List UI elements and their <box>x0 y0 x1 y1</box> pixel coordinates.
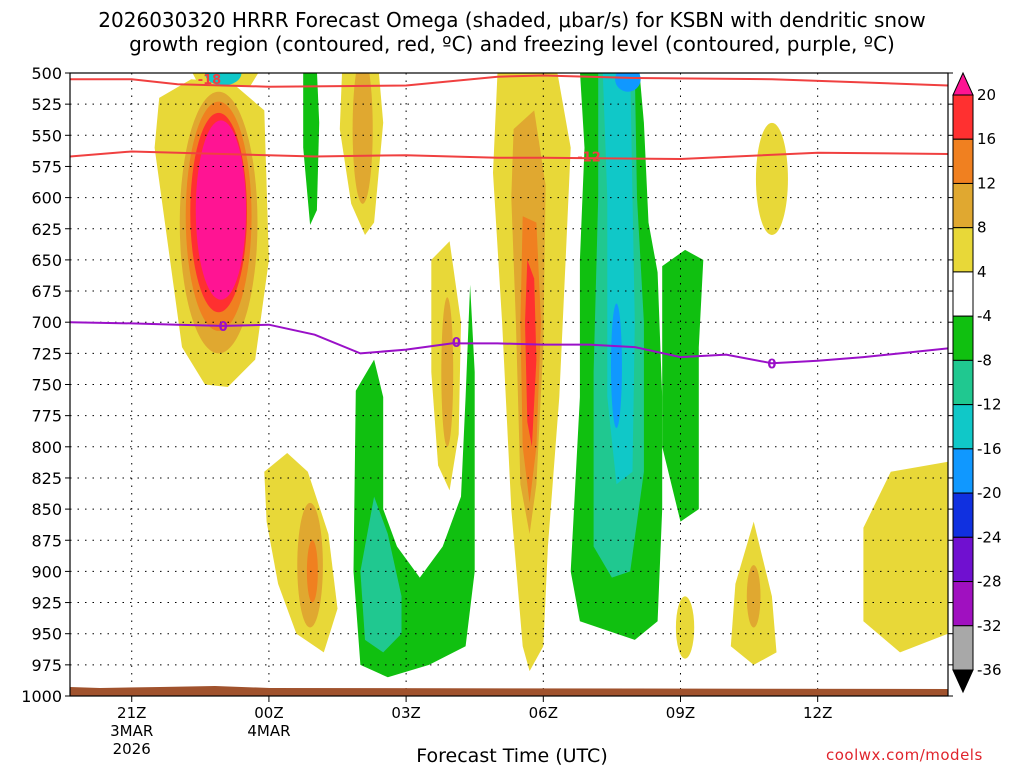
terrain-strip <box>70 686 948 696</box>
colorbar: 20 16 12 8 4 -4 -8 -12 -16 -20 -24 -28 -32 -36 <box>952 71 1002 694</box>
y-tick-label: 625 <box>31 220 62 239</box>
omega-blob <box>306 540 318 603</box>
colorbar-label: -28 <box>977 573 1002 591</box>
y-tick-label: 925 <box>31 594 62 613</box>
contour-lines: -18 -12 0 0 0 <box>70 73 948 372</box>
x-tick-label: 06Z <box>529 704 558 722</box>
x-tick-sublabel: 2026 <box>113 740 151 758</box>
contour-line <box>70 150 948 161</box>
omega-blob <box>441 297 454 447</box>
colorbar-swatch <box>952 271 974 317</box>
y-axis: 500 525 550 575 600 625 650 675 700 725 750 775 800 8… <box>21 64 953 706</box>
y-tick-label: 1000 <box>21 687 62 706</box>
y-tick-label: 775 <box>31 407 62 426</box>
y-tick-label: 800 <box>31 438 62 457</box>
colorbar-swatch <box>952 625 974 671</box>
colorbar-arrow-bottom <box>952 669 974 694</box>
colorbar-label: -24 <box>977 528 1002 546</box>
colorbar-label: 12 <box>977 174 996 192</box>
y-tick-label: 850 <box>31 500 62 519</box>
omega-blob <box>863 461 948 653</box>
contour-label: -18 <box>198 73 222 88</box>
y-tick-label: 750 <box>31 376 62 395</box>
y-tick-label: 650 <box>31 251 62 270</box>
contour-label: 0 <box>767 357 776 372</box>
x-tick-label: 21Z <box>117 704 146 722</box>
omega-blob <box>602 73 635 485</box>
colorbar-label: -12 <box>977 396 1002 414</box>
omega-blob <box>746 565 761 628</box>
colorbar-swatch <box>952 536 974 583</box>
contour-line <box>70 74 948 88</box>
omega-blob <box>195 120 247 300</box>
x-tick-label: 00Z <box>254 704 283 722</box>
y-tick-label: 975 <box>31 656 62 675</box>
contour-label: 0 <box>219 320 228 335</box>
colorbar-swatch <box>952 359 974 406</box>
y-tick-label: 725 <box>31 344 62 363</box>
y-tick-label: 700 <box>31 313 62 332</box>
colorbar-label: -36 <box>977 661 1002 679</box>
chart-title-line2: growth region (contoured, red, ºC) and f… <box>129 32 895 56</box>
contour-label: -12 <box>577 150 601 165</box>
omega-shading <box>154 73 948 678</box>
omega-blob <box>675 596 695 659</box>
y-tick-label: 875 <box>31 531 62 550</box>
colorbar-swatch <box>952 581 974 627</box>
colorbar-label: -20 <box>977 484 1002 502</box>
colorbar-swatch <box>952 138 974 184</box>
colorbar-label: 8 <box>977 219 987 237</box>
colorbar-label: 4 <box>977 263 987 281</box>
contour-label: 0 <box>452 336 461 351</box>
colorbar-label: -4 <box>977 307 992 325</box>
y-tick-label: 575 <box>31 157 62 176</box>
y-tick-label: 950 <box>31 625 62 644</box>
y-tick-label: 675 <box>31 282 62 301</box>
x-tick-sublabel: 4MAR <box>247 722 290 740</box>
colorbar-label: -8 <box>977 351 992 369</box>
omega-blob <box>303 73 320 225</box>
x-axis-title: Forecast Time (UTC) <box>416 745 608 767</box>
contour-line <box>70 321 948 365</box>
colorbar-swatch <box>952 182 974 229</box>
y-tick-label: 600 <box>31 189 62 208</box>
y-tick-label: 550 <box>31 126 62 145</box>
chart-title-line1: 2026030320 HRRR Forecast Omega (shaded, … <box>98 8 926 32</box>
y-tick-label: 825 <box>31 469 62 488</box>
colorbar-swatch <box>952 492 974 538</box>
x-tick-label: 03Z <box>391 704 420 722</box>
colorbar-label: -32 <box>977 617 1002 635</box>
colorbar-label: -16 <box>977 440 1002 458</box>
colorbar-swatch <box>952 315 974 361</box>
x-tick-sublabel: 3MAR <box>110 722 153 740</box>
colorbar-swatch <box>952 404 974 450</box>
colorbar-label: 20 <box>977 86 996 104</box>
y-tick-label: 500 <box>31 64 62 83</box>
omega-blob <box>615 73 641 92</box>
y-tick-label: 525 <box>31 95 62 114</box>
omega-blob <box>204 73 242 86</box>
omega-blob <box>755 122 788 235</box>
omega-blob <box>610 303 622 429</box>
omega-blob <box>525 259 537 447</box>
x-tick-label: 12Z <box>803 704 832 722</box>
colorbar-swatch <box>952 94 974 140</box>
omega-blob <box>352 73 373 204</box>
colorbar-swatch <box>952 448 974 494</box>
y-tick-label: 900 <box>31 562 62 581</box>
colorbar-label: 16 <box>977 130 996 148</box>
colorbar-swatch <box>952 227 974 273</box>
credit-link[interactable]: coolwx.com/models <box>826 746 983 764</box>
x-tick-label: 09Z <box>666 704 695 722</box>
omega-blob <box>360 496 402 653</box>
colorbar-arrow-top <box>952 71 974 96</box>
omega-blob <box>662 249 704 522</box>
